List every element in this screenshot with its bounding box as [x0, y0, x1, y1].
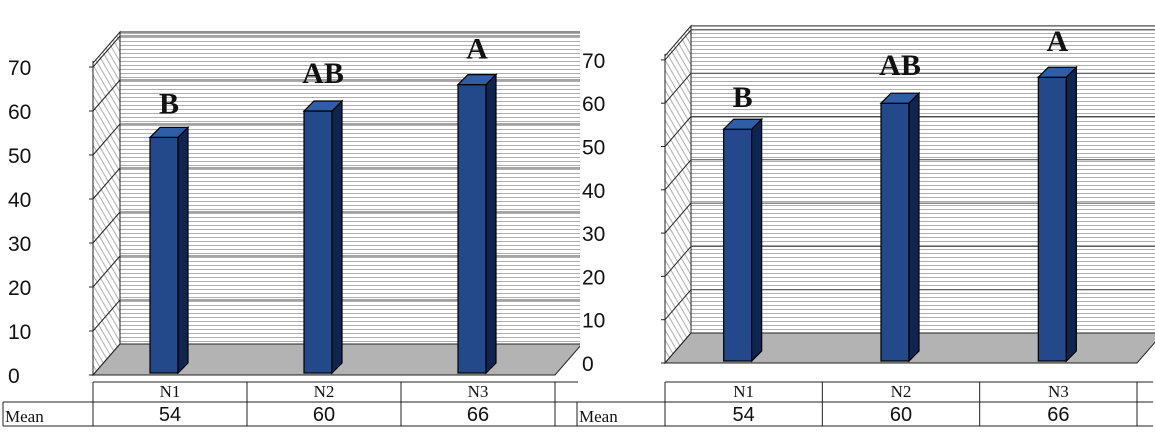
gridline-side	[664, 72, 692, 104]
y-tick-label: 0	[582, 353, 594, 376]
bar-top-N3	[1036, 66, 1078, 78]
bar-side-N1	[177, 125, 189, 375]
back-wall	[119, 31, 580, 345]
bar-N1	[723, 128, 753, 362]
category-label: N1	[733, 382, 754, 401]
bar-top-N2	[302, 100, 344, 112]
bar-side-N2	[908, 91, 920, 363]
back-wall	[690, 25, 1155, 334]
bar-side-N2	[331, 99, 343, 375]
significance-label: AB	[879, 49, 921, 82]
category-label: N2	[891, 382, 912, 401]
significance-label: B	[159, 87, 179, 120]
gridline-side	[664, 159, 692, 191]
value-label: 54	[159, 404, 181, 426]
category-label: N3	[468, 382, 489, 401]
chart-right: 0 10 20 30 40 50 60 70 B AB A Mean N1 54 N2 60 N3 66	[576, 24, 1155, 427]
bar-top-N2	[879, 92, 921, 104]
gridline-side	[664, 246, 692, 277]
gridline-side	[92, 123, 121, 156]
value-label: 66	[467, 404, 489, 426]
bar-top-N1	[148, 126, 190, 138]
value-label: 60	[313, 404, 335, 426]
bar-N2	[303, 110, 333, 374]
y-tick-label: 70	[582, 50, 605, 73]
gridline-side	[92, 299, 121, 332]
table-row-label: Mean	[5, 407, 44, 426]
bar-side-N1	[751, 117, 763, 363]
y-tick-label: 20	[8, 277, 31, 300]
y-tick-label: 50	[582, 137, 605, 160]
gridline-side	[664, 202, 692, 234]
gridline-side	[664, 289, 692, 321]
bar-N3	[1037, 76, 1067, 362]
table-row-label: Mean	[579, 407, 618, 426]
y-tick-label: 70	[8, 57, 31, 80]
gridline-side	[92, 167, 121, 200]
significance-label: B	[733, 81, 753, 114]
category-label: N1	[160, 382, 181, 401]
gridline-side	[92, 79, 121, 112]
y-tick-label: 40	[8, 189, 31, 212]
bar-side-N3	[485, 73, 497, 375]
side-wall	[92, 30, 121, 377]
significance-label: A	[466, 33, 488, 66]
y-tick-label: 40	[582, 180, 605, 203]
y-tick-label: 0	[8, 365, 20, 388]
gridline-side	[664, 29, 692, 61]
gridline-side	[92, 255, 121, 288]
gridline-side	[92, 35, 121, 68]
bar-side-N3	[1065, 65, 1077, 363]
significance-label: AB	[302, 57, 344, 90]
value-label: 60	[890, 404, 912, 426]
y-tick-label: 10	[582, 310, 605, 333]
side-wall	[664, 24, 692, 365]
y-tick-label: 60	[582, 93, 605, 116]
value-label: 66	[1047, 404, 1069, 426]
y-tick-label: 50	[8, 145, 31, 168]
category-label: N3	[1048, 382, 1069, 401]
y-tick-label: 10	[8, 321, 31, 344]
y-tick-label: 60	[8, 101, 31, 124]
gridline-side	[664, 116, 692, 147]
category-label: N2	[314, 382, 335, 401]
y-tick-label: 30	[8, 233, 31, 256]
y-tick-label: 30	[582, 223, 605, 246]
bar-N2	[880, 102, 910, 362]
chart-left: 0 10 20 30 40 50 60 70 B AB A Mean N1 54 N2 60 N3 66	[2, 30, 580, 427]
y-tick-label: 20	[582, 266, 605, 289]
bar-N1	[149, 136, 179, 374]
bar-top-N3	[456, 73, 498, 86]
bar-top-N1	[722, 118, 764, 130]
gridline-side	[92, 211, 121, 244]
significance-label: A	[1046, 25, 1068, 58]
value-label: 54	[733, 404, 755, 426]
bar-N3	[457, 83, 487, 374]
